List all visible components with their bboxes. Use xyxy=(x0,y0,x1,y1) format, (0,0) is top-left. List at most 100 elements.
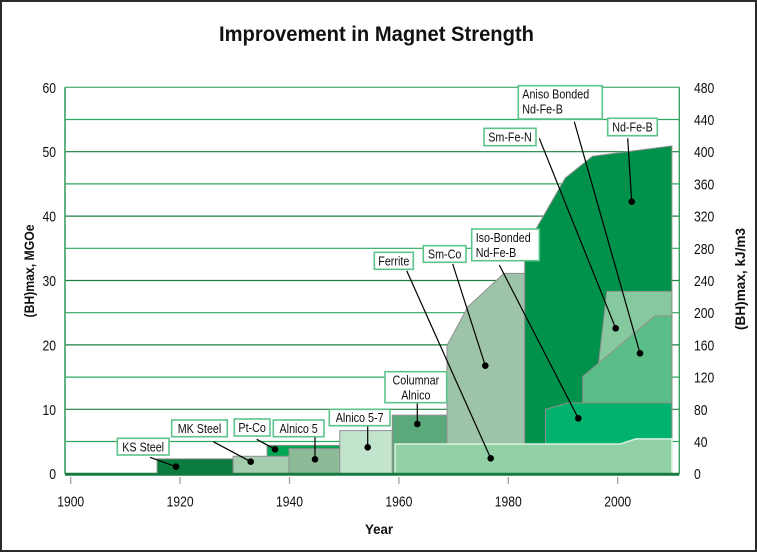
y2-tick-label: 360 xyxy=(694,176,714,193)
annotation-box xyxy=(606,117,659,137)
y2-axis: 0 40 80 120 160 200 240 280 320 360 400 440 480 xyxy=(694,80,714,483)
annotation-ferrite: Ferrite xyxy=(373,251,495,462)
y2-tick-label: 0 xyxy=(694,466,701,483)
leader-line xyxy=(627,138,633,202)
annotation-label: Alnico xyxy=(401,389,430,403)
annotation-box xyxy=(373,251,415,271)
leader-line xyxy=(573,121,641,354)
leader-line xyxy=(256,438,276,450)
annotation-dot xyxy=(172,463,180,471)
annotation-box xyxy=(170,419,229,438)
annotation-box xyxy=(422,244,467,264)
area-mk-steel xyxy=(232,455,290,475)
annotation-dot xyxy=(612,325,619,332)
y-tick-label: 60 xyxy=(43,80,57,97)
leader-line xyxy=(498,264,579,419)
y2-tick-label: 160 xyxy=(694,337,714,354)
y-tick-label: 30 xyxy=(43,273,57,290)
area-alnico-5-7 xyxy=(339,430,393,475)
annotation-pt-co: Pt-Co xyxy=(233,418,279,453)
y2-tick-label: 440 xyxy=(694,112,714,129)
annotation-dot xyxy=(247,458,254,466)
annotation-dot xyxy=(636,350,644,357)
annotation-alnico-5: Alnico 5 xyxy=(272,419,325,463)
annotation-sm-fe-n: Sm-Fe-N xyxy=(483,127,619,332)
y-tick-label: 0 xyxy=(49,466,56,483)
x-tick-label: 1900 xyxy=(57,494,84,511)
leader-line xyxy=(406,270,492,459)
annotation-dot xyxy=(487,455,495,462)
leader-line xyxy=(538,138,617,329)
annotation-sm-co: Sm-Co xyxy=(422,244,489,370)
annotation-label: Ferrite xyxy=(378,254,409,268)
annotation-label: Sm-Co xyxy=(428,248,462,262)
annotation-box xyxy=(272,419,325,438)
annotation-ks-steel: KS Steel xyxy=(116,437,180,471)
x-tick-label: 1960 xyxy=(385,494,412,511)
x-tick-label: 1940 xyxy=(276,494,303,511)
annotation-label: Sm-Fe-N xyxy=(488,131,532,145)
annotation-nd-fe-b: Nd-Fe-B xyxy=(606,117,659,205)
y2-tick-label: 200 xyxy=(694,305,714,322)
annotation-dot xyxy=(271,446,279,453)
annotation-box xyxy=(328,408,391,427)
annotation-label: Nd-Fe-B xyxy=(476,246,517,260)
annotation-box xyxy=(116,437,170,456)
annotation-label: Aniso Bonded xyxy=(522,88,589,102)
y2-tick-label: 320 xyxy=(694,209,714,226)
y-tick-label: 20 xyxy=(43,337,57,354)
y-tick-label: 40 xyxy=(43,209,57,226)
y2-tick-label: 280 xyxy=(694,241,714,258)
annotation-dot xyxy=(628,198,635,205)
annotation-alnico-5-7: Alnico 5-7 xyxy=(328,408,391,451)
y2-tick-label: 240 xyxy=(694,273,714,290)
leader-line xyxy=(213,441,251,463)
y2-tick-label: 400 xyxy=(694,144,714,161)
y-axis-title: (BH)max, MGOe xyxy=(21,224,37,317)
y-tick-label: 50 xyxy=(43,144,57,161)
annotation-label: Pt-Co xyxy=(238,421,266,435)
x-axis-title: Year xyxy=(365,521,394,537)
annotation-box xyxy=(384,370,448,404)
annotation-box xyxy=(483,127,537,147)
annotation-dot xyxy=(414,420,421,428)
annotation-label: Nd-Fe-B xyxy=(522,103,563,117)
leader-line xyxy=(452,263,486,366)
y-axis: 0 10 20 30 40 50 60 xyxy=(43,80,57,483)
y2-tick-label: 40 xyxy=(694,434,708,451)
area-ferrite xyxy=(394,438,673,475)
annotation-label: Alnico 5 xyxy=(280,422,318,436)
x-tick-label: 2000 xyxy=(604,494,631,511)
annotation-label: KS Steel xyxy=(122,440,164,454)
y-tick-label: 10 xyxy=(43,402,57,419)
annotation-dot xyxy=(482,362,489,370)
x-tick-label: 1980 xyxy=(495,494,522,511)
annotation-label: MK Steel xyxy=(178,422,222,436)
annotation-mk-steel: MK Steel xyxy=(170,419,254,466)
x-axis: 1900 1920 1940 1960 1980 2000 xyxy=(57,477,631,511)
annotation-box xyxy=(517,84,604,120)
annotation-label: Alnico 5-7 xyxy=(336,411,384,425)
y2-tick-label: 80 xyxy=(694,402,708,419)
chart-title: Improvement in Magnet Strength xyxy=(219,23,534,46)
y2-tick-label: 120 xyxy=(694,370,714,387)
annotation-dot xyxy=(575,415,582,422)
annotation-label: Columnar xyxy=(393,374,440,388)
annotation-box xyxy=(233,418,271,437)
annotation-dot xyxy=(311,456,319,463)
annotation-label: Iso-Bonded xyxy=(476,231,531,245)
y2-tick-label: 480 xyxy=(694,80,714,97)
x-tick-label: 1920 xyxy=(167,494,194,511)
annotation-dot xyxy=(364,444,372,451)
annotation-label: Nd-Fe-B xyxy=(612,121,653,135)
y2-axis-title: (BH)max, kJ/m3 xyxy=(732,228,748,330)
leader-line xyxy=(149,456,177,468)
annotation-box xyxy=(470,228,541,262)
area-ks-steel xyxy=(156,458,234,475)
